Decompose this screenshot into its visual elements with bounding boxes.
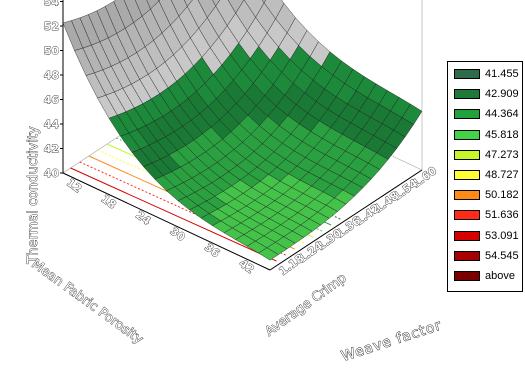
legend-label: 51.636	[485, 209, 519, 222]
legend-item: 54.545	[454, 250, 519, 262]
x-axis-line	[62, 172, 271, 271]
legend-label: 41.455	[485, 68, 519, 80]
legend-swatch	[454, 170, 480, 180]
y-axis-title: Average Crimp	[263, 271, 350, 340]
legend-item: 47.273	[454, 149, 519, 161]
legend-label: 45.818	[485, 128, 519, 141]
z-tick-label: 44	[44, 118, 60, 131]
legend-swatch	[454, 109, 480, 120]
z-tick-label: 52	[44, 20, 59, 33]
z-tick-label: 42	[44, 143, 59, 156]
legend-label: above	[485, 270, 515, 282]
x-tick-label: 42	[237, 257, 257, 277]
legend-item: 44.364	[454, 108, 519, 120]
legend-label: 42.909	[485, 88, 519, 101]
z-tick-label: 54	[44, 0, 60, 9]
surface-patch	[261, 0, 266, 4]
legend-item: 50.182	[454, 189, 519, 201]
legend-label: 54.545	[485, 249, 519, 262]
z-tick-label: 48	[44, 69, 59, 82]
weave-factor-label: Weave factor	[340, 317, 444, 365]
legend: 41.455 42.909 44.364 45.818 47.273 48.727 50.1…	[447, 61, 523, 292]
surface-patch	[183, 0, 193, 7]
response-surface	[62, 0, 423, 261]
x-axis-title: Mean Fabric Porosity	[29, 257, 146, 348]
legend-item: 45.818	[454, 129, 519, 141]
legend-swatch	[454, 89, 480, 100]
z-tick-label: 50	[44, 45, 60, 58]
legend-swatch	[454, 230, 480, 241]
legend-item: above	[454, 270, 515, 282]
legend-item: 51.636	[454, 209, 519, 221]
legend-label: 47.273	[485, 148, 519, 161]
legend-item: 53.091	[454, 230, 519, 242]
legend-label: 50.182	[485, 189, 519, 202]
legend-label: 48.727	[485, 169, 519, 181]
legend-swatch	[454, 190, 480, 201]
y-axis-line	[269, 169, 423, 271]
z-tick-label: 40	[44, 167, 60, 180]
surface-patch	[212, 0, 221, 7]
z-axis-ticks: 565452504846444240	[43, 0, 63, 180]
legend-swatch	[454, 210, 480, 221]
legend-swatch	[454, 271, 480, 281]
legend-swatch	[454, 129, 480, 140]
z-axis-title: Thermal conductivity	[26, 126, 41, 265]
x-tick-label: 30	[168, 224, 188, 244]
legend-swatch	[454, 149, 480, 160]
legend-swatch	[454, 69, 480, 79]
x-tick-label: 36	[202, 241, 222, 261]
x-tick-label: 18	[99, 192, 119, 212]
legend-item: 41.455	[454, 68, 519, 80]
legend-label: 53.091	[485, 229, 519, 242]
legend-item: 42.909	[454, 88, 519, 100]
x-tick-label: 12	[64, 176, 84, 196]
legend-label: 44.364	[485, 108, 519, 121]
z-tick-label: 46	[44, 94, 60, 107]
contour-line	[70, 167, 277, 262]
legend-item: 48.727	[454, 169, 519, 181]
x-tick-label: 24	[133, 208, 153, 228]
surface-patch	[258, 247, 279, 261]
legend-swatch	[454, 250, 480, 261]
